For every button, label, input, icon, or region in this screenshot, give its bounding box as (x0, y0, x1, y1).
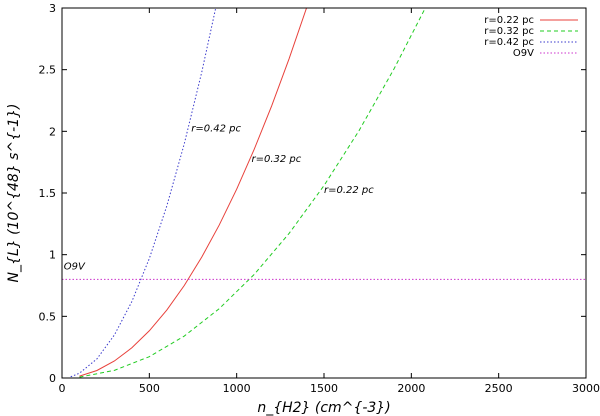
legend-label-r-0-42-pc: r=0.42 pc (484, 37, 534, 48)
x-tick-label: 2000 (397, 382, 425, 395)
y-tick-label: 2 (49, 125, 56, 138)
legend-label-r-0-22-pc: r=0.22 pc (484, 15, 534, 26)
x-tick-label: 500 (139, 382, 160, 395)
ticks-layer: 0 500 1000 1500 2000 2500 3000 0 0.5 1 1.5 2 2.5 3 (39, 2, 600, 395)
legend-label-o9v: O9V (513, 48, 534, 59)
x-axis-label: n_{H2} (cm^{-3}) (257, 400, 390, 416)
annotation-r-0-42-pc: r=0.42 pc (191, 123, 241, 134)
x-tick-label: 0 (59, 382, 66, 395)
annotations: r=0.42 pc r=0.32 pc r=0.22 pc O9V (64, 123, 375, 272)
x-tick-label: 1000 (223, 382, 251, 395)
y-tick-label: 3 (49, 2, 56, 15)
y-tick-label: 2.5 (39, 64, 57, 77)
y-axis-label: N_{L} (10^{48} s^{-1}) (6, 104, 22, 283)
x-tick-label: 1500 (310, 382, 338, 395)
x-tick-label: 3000 (572, 382, 600, 395)
series-layer (62, 8, 586, 378)
y-tick-label: 0.5 (39, 310, 57, 323)
annotation-o9v: O9V (64, 261, 86, 272)
legend-label-r-0-32-pc: r=0.32 pc (484, 26, 534, 37)
annotation-r-0-22-pc: r=0.22 pc (324, 185, 374, 196)
y-tick-label: 1 (49, 249, 56, 262)
annotation-r-0-32-pc: r=0.32 pc (252, 154, 302, 165)
series-line-r-0-32-pc (79, 8, 426, 378)
series-line-r-0-22-pc (79, 8, 308, 377)
y-tick-label: 0 (49, 372, 56, 385)
x-tick-label: 2500 (485, 382, 513, 395)
series-line-r-0-42-pc (70, 8, 217, 378)
y-tick-label: 1.5 (39, 187, 57, 200)
